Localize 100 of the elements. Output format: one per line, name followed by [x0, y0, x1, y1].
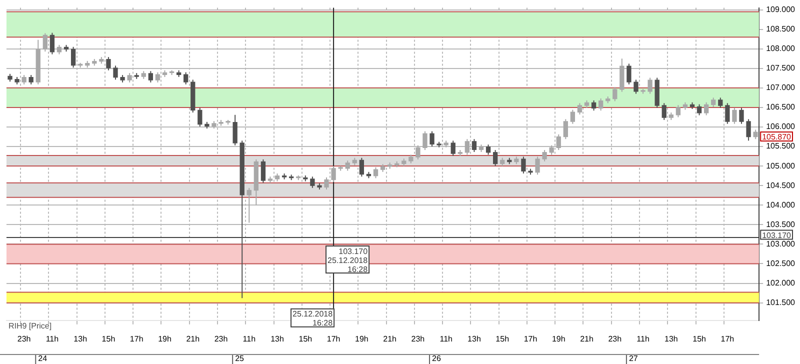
candlestick	[577, 102, 582, 115]
x-tick-label: 17h	[720, 334, 734, 344]
text: 26	[432, 354, 442, 364]
text: 25	[235, 354, 245, 364]
text: RIH9 [Price]	[8, 322, 52, 331]
x-tick-label: 17h	[130, 334, 144, 344]
y-tick-label: 108.500	[766, 24, 796, 34]
candlestick	[127, 72, 132, 83]
candlestick	[345, 160, 350, 172]
x-tick-label: 17h	[524, 334, 538, 344]
x-tick-label: 19h	[158, 334, 172, 344]
candlestick	[662, 102, 666, 120]
candlestick	[324, 176, 329, 190]
candlestick	[591, 100, 596, 112]
y-tick-label: 106.500	[766, 102, 796, 112]
candlestick	[725, 102, 730, 124]
y-tick-label: 104.000	[766, 200, 796, 210]
x-tick-label: 17h	[326, 334, 340, 344]
annotation: 25.12.2018 16:28	[292, 310, 334, 328]
candlestick	[260, 158, 266, 184]
candlestick	[155, 72, 160, 83]
candlestick	[718, 97, 723, 108]
candlestick	[198, 107, 202, 128]
candlestick	[492, 150, 498, 167]
candlestick	[359, 157, 364, 178]
candlestick	[704, 102, 709, 116]
candlestick	[42, 32, 48, 52]
x-tick-label: 15h	[298, 334, 312, 344]
candlestick	[634, 79, 638, 94]
candlestick	[676, 104, 681, 118]
y-tick-label: 105.500	[766, 142, 796, 151]
y-tick-label: 107.000	[766, 83, 796, 92]
candlestick	[563, 118, 568, 140]
ref-line-label: 103.170	[762, 230, 792, 240]
candlestick	[739, 107, 744, 124]
x-tick-label: 19h	[552, 334, 566, 344]
text: 25.12.2018 16:28	[328, 256, 368, 274]
y-tick-label: 108.000	[766, 44, 796, 54]
candlestick	[422, 130, 428, 151]
y-tick-label: 103.000	[766, 239, 796, 248]
candlestick	[450, 140, 456, 156]
candlestick	[570, 109, 576, 124]
candlestick	[232, 114, 238, 146]
candlestick	[696, 104, 702, 116]
y-tick-label: 106.000	[766, 122, 796, 132]
candlestick	[373, 166, 378, 179]
y-tick-label: 109.000	[766, 4, 796, 14]
candlestick	[535, 156, 540, 176]
text: 105.870	[762, 132, 792, 142]
x-tick-label: 21h	[383, 334, 396, 344]
candlestick	[521, 156, 526, 174]
candlestick	[626, 63, 632, 85]
y-tick-label: 104.500	[766, 180, 796, 190]
x-tick-label: 21h	[186, 334, 200, 344]
y-tick-label: 102.000	[766, 278, 796, 288]
candlestick	[753, 129, 758, 140]
candlestick	[598, 98, 604, 112]
y-tick-label: 102.500	[766, 258, 796, 268]
x-tick-label: 13h	[468, 334, 481, 344]
candlestick	[310, 176, 315, 188]
x-tick-label: 11h	[440, 334, 452, 344]
candlestick	[106, 56, 111, 71]
text: 24	[38, 354, 48, 364]
candlestick	[472, 138, 477, 152]
candlestick	[556, 134, 561, 151]
x-tick-label: 11h	[242, 334, 256, 344]
candlestick	[549, 144, 554, 156]
x-tick-label: 13h	[664, 334, 678, 344]
x-tick-label: 19h	[355, 334, 368, 344]
candlestick	[732, 107, 737, 124]
x-tick-label: 21h	[580, 334, 594, 344]
candlestick	[464, 138, 470, 156]
x-tick-label: 11h	[46, 334, 59, 344]
candlestick	[711, 97, 716, 108]
candlestick	[22, 74, 26, 85]
candlestick	[113, 65, 118, 80]
x-tick-label: 23h	[411, 334, 425, 344]
x-tick-label: 23h	[17, 334, 31, 344]
candlestick	[648, 77, 652, 94]
candlestick	[486, 144, 491, 156]
y-tick-label: 105.000	[766, 161, 796, 170]
y-tick-label: 107.500	[766, 64, 796, 73]
y-tick-label: 101.500	[766, 298, 796, 308]
candlestick	[70, 46, 76, 68]
text: 27	[628, 354, 638, 364]
x-tick-label: 13h	[270, 334, 284, 344]
x-tick-label: 15h	[692, 334, 706, 344]
x-tick-label: 23h	[214, 334, 228, 344]
candlestick	[542, 150, 547, 162]
candlestick	[746, 118, 751, 142]
x-tick-label: 15h	[102, 334, 116, 344]
candlestick	[56, 44, 62, 55]
candlestick	[184, 72, 188, 85]
x-tick-label: 13h	[74, 334, 88, 344]
candlestick	[612, 86, 618, 102]
text: 103.170	[338, 246, 368, 256]
candlestick	[331, 166, 336, 183]
x-tick-label: 15h	[496, 334, 510, 344]
candlestick	[148, 70, 154, 83]
y-tick-label: 103.500	[766, 220, 796, 229]
